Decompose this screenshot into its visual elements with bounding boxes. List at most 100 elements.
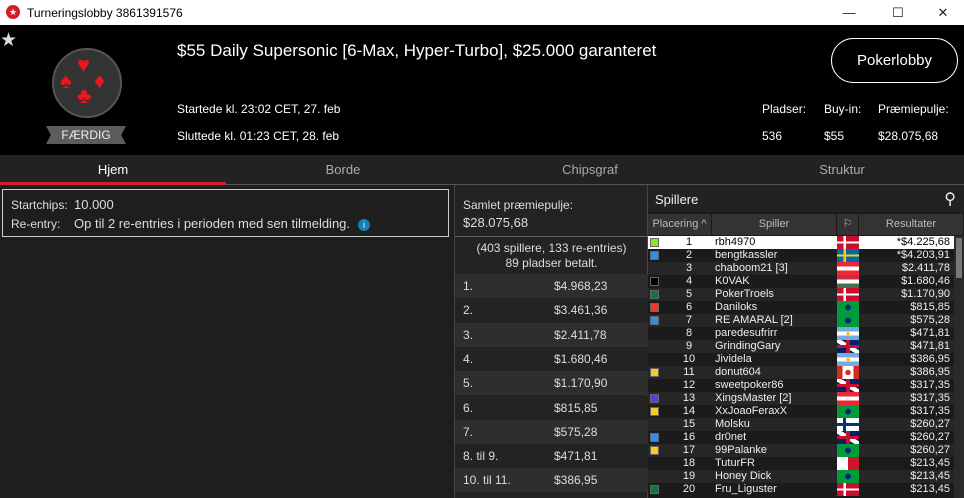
player-name: 99Palanke bbox=[715, 444, 767, 456]
player-color-tag bbox=[650, 251, 659, 260]
country-flag-icon bbox=[837, 275, 859, 288]
prize-place: 1. bbox=[463, 279, 474, 293]
prize-row: 4. $1.680,46 bbox=[455, 346, 648, 371]
country-flag-icon bbox=[837, 236, 859, 249]
player-row[interactable]: 19 Honey Dick $213,45 bbox=[648, 470, 954, 483]
player-row[interactable]: 2 bengtkassler *$4.203,91 bbox=[648, 249, 954, 262]
sort-up-icon: ^ bbox=[701, 218, 707, 230]
player-row[interactable]: 9 GrindingGary $471,81 bbox=[648, 340, 954, 353]
player-name: bengtkassler bbox=[715, 249, 778, 261]
player-result: $317,35 bbox=[910, 379, 950, 391]
prizepool-label: Samlet præmiepulje: bbox=[463, 198, 574, 212]
player-name: sweetpoker86 bbox=[715, 379, 784, 391]
prize-row: 6. $815,85 bbox=[455, 395, 648, 420]
reentry-label: Re-entry: bbox=[11, 217, 61, 231]
paid-places: 89 pladser betalt. bbox=[505, 256, 598, 270]
reentry-value: Op til 2 re-entries i perioden med sen t… bbox=[74, 216, 351, 231]
player-result: $1.680,46 bbox=[901, 275, 950, 287]
country-flag-icon bbox=[837, 366, 859, 379]
player-color-tag bbox=[650, 485, 659, 494]
player-row[interactable]: 4 K0VAK $1.680,46 bbox=[648, 275, 954, 288]
country-flag-icon bbox=[837, 327, 859, 340]
players-panel: Spillere ⚲ Placering ^ Spiller ⚐ Resulta… bbox=[648, 185, 964, 498]
prize-row: 5. $1.170,90 bbox=[455, 371, 648, 396]
player-color-tag bbox=[650, 238, 659, 247]
player-color-tag bbox=[650, 368, 659, 377]
window-title: Turneringslobby 3861391576 bbox=[27, 6, 183, 20]
tab-chipsgraf[interactable]: Chipsgraf bbox=[562, 162, 618, 177]
player-row[interactable]: 14 XxJoaoFeraxX $317,35 bbox=[648, 405, 954, 418]
player-rank: 4 bbox=[685, 275, 693, 287]
country-flag-icon bbox=[837, 444, 859, 457]
prize-row: 7. $575,28 bbox=[455, 419, 648, 444]
player-rank: 1 bbox=[685, 236, 693, 248]
info-icon[interactable]: i bbox=[358, 219, 371, 231]
column-flag[interactable]: ⚐ bbox=[837, 214, 859, 235]
prize-place: 8. til 9. bbox=[463, 449, 499, 464]
player-row[interactable]: 10 Jividela $386,95 bbox=[648, 353, 954, 366]
player-result: $260,27 bbox=[910, 431, 950, 443]
country-flag-icon bbox=[837, 483, 859, 496]
player-row[interactable]: 16 dr0net $260,27 bbox=[648, 431, 954, 444]
player-row[interactable]: 12 sweetpoker86 $317,35 bbox=[648, 379, 954, 392]
tournament-header: ★ ♥ ♠ ♦ ♣ FÆRDIG $55 Daily Supersonic [6-Ma… bbox=[0, 25, 964, 155]
player-color-tag bbox=[650, 446, 659, 455]
player-row[interactable]: 5 PokerTroels $1.170,90 bbox=[648, 288, 954, 301]
player-name: donut604 bbox=[715, 366, 761, 378]
column-resultater[interactable]: Resultater bbox=[859, 214, 964, 235]
player-row[interactable]: 13 XingsMaster [2] $317,35 bbox=[648, 392, 954, 405]
player-name: Fru_Liguster bbox=[715, 483, 777, 495]
end-time: Sluttede kl. 01:23 CET, 28. feb bbox=[177, 129, 340, 143]
tab-hjem[interactable]: Hjem bbox=[0, 155, 226, 185]
player-row[interactable]: 8 paredesufrirr $471,81 bbox=[648, 327, 954, 340]
seats-value: 536 bbox=[762, 129, 783, 143]
prize-amount: $386,95 bbox=[554, 473, 598, 488]
player-row[interactable]: 1 rbh4970 *$4.225,68 bbox=[648, 236, 954, 249]
minimize-button[interactable]: — bbox=[842, 5, 856, 20]
search-icon[interactable]: ⚲ bbox=[944, 191, 956, 208]
close-button[interactable]: ✕ bbox=[937, 5, 949, 20]
startchips-label: Startchips: bbox=[11, 198, 68, 212]
player-name: RE AMARAL [2] bbox=[715, 314, 793, 326]
country-flag-icon bbox=[837, 262, 859, 275]
player-row[interactable]: 7 RE AMARAL [2] $575,28 bbox=[648, 314, 954, 327]
prize-amount: $575,28 bbox=[554, 424, 598, 439]
player-rank: 3 bbox=[685, 262, 693, 274]
buyin-value: $55 bbox=[824, 129, 845, 143]
player-row[interactable]: 3 chaboom21 [3] $2.411,78 bbox=[648, 262, 954, 275]
player-rank: 14 bbox=[682, 405, 696, 417]
player-row[interactable]: 15 Molsku $260,27 bbox=[648, 418, 954, 431]
player-color-tag bbox=[650, 316, 659, 325]
scrollbar[interactable] bbox=[954, 236, 964, 498]
player-row[interactable]: 18 TuturFR $213,45 bbox=[648, 457, 954, 470]
player-name: PokerTroels bbox=[715, 288, 774, 300]
pokerlobby-button[interactable]: Pokerlobby bbox=[831, 38, 958, 83]
maximize-button[interactable]: ☐ bbox=[892, 5, 904, 20]
column-spiller[interactable]: Spiller bbox=[712, 214, 837, 235]
prize-amount: $4.968,23 bbox=[554, 279, 608, 293]
tab-struktur[interactable]: Struktur bbox=[819, 162, 865, 177]
favorite-star-icon[interactable]: ★ bbox=[0, 30, 18, 51]
player-color-tag bbox=[650, 290, 659, 299]
prize-place: 3. bbox=[463, 327, 474, 342]
player-result: $386,95 bbox=[910, 353, 950, 365]
player-row[interactable]: 11 donut604 $386,95 bbox=[648, 366, 954, 379]
player-result: $260,27 bbox=[910, 418, 950, 430]
player-rank: 19 bbox=[682, 470, 696, 482]
tournament-title: $55 Daily Supersonic [6-Max, Hyper-Turbo… bbox=[177, 41, 657, 60]
player-name: paredesufrirr bbox=[715, 327, 778, 339]
prizepool-value: $28.075,68 bbox=[878, 129, 939, 143]
player-row[interactable]: 6 Daniloks $815,85 bbox=[648, 301, 954, 314]
player-rank: 18 bbox=[682, 457, 696, 469]
tab-borde[interactable]: Borde bbox=[325, 162, 361, 177]
player-color-tag bbox=[650, 394, 659, 403]
player-color-tag bbox=[650, 407, 659, 416]
tournament-info-box: Startchips: 10.000 Re-entry: Op til 2 re… bbox=[2, 189, 449, 237]
scrollbar-thumb[interactable] bbox=[956, 238, 962, 278]
player-row[interactable]: 20 Fru_Liguster $213,45 bbox=[648, 483, 954, 496]
column-placering-label: Placering bbox=[652, 218, 699, 230]
country-flag-icon bbox=[837, 353, 859, 366]
column-placering[interactable]: Placering ^ bbox=[648, 214, 712, 235]
player-row[interactable]: 17 99Palanke $260,27 bbox=[648, 444, 954, 457]
player-name: TuturFR bbox=[715, 457, 755, 469]
